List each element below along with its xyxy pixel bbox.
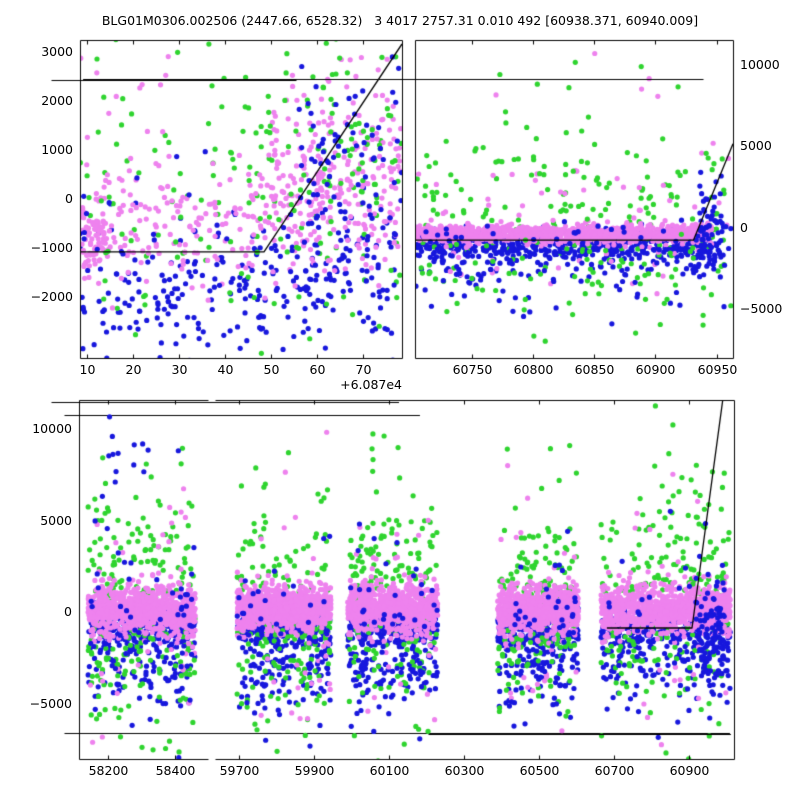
tick-label: 60900: [669, 763, 710, 778]
tick-label: −2000: [30, 288, 73, 304]
tick-label: 60500: [519, 763, 560, 778]
tick-label: 58400: [155, 763, 196, 778]
tick-label: 60: [309, 362, 326, 377]
tick-label: 60950: [697, 362, 738, 377]
tick-label: 50: [263, 362, 280, 377]
tick-label: 5000: [740, 137, 772, 153]
tick-label: +6.087e4: [340, 377, 402, 392]
tick-label: 1000: [41, 141, 73, 157]
tick-label: 2000: [41, 92, 73, 108]
tick-label: −5000: [740, 300, 783, 316]
tick-label: 20: [125, 362, 142, 377]
tick-label: 40: [217, 362, 234, 377]
tick-label: 59700: [219, 763, 260, 778]
tick-label: 60100: [369, 763, 410, 778]
tick-label: 60700: [594, 763, 635, 778]
tick-label: −5000: [29, 695, 72, 711]
tick-label: 0: [740, 219, 748, 235]
tick-label: 60900: [635, 362, 676, 377]
tick-label: 3000: [41, 43, 73, 59]
tick-label: 60300: [444, 763, 485, 778]
tick-label: 60750: [452, 362, 493, 377]
tick-label: 70: [355, 362, 372, 377]
tick-label: 30: [171, 362, 188, 377]
tick-label: 60800: [513, 362, 554, 377]
tick-label: 0: [65, 190, 73, 206]
tick-label: 10000: [740, 56, 780, 72]
figure-title: BLG01M0306.002506 (2447.66, 6528.32) 3 4…: [101, 13, 699, 28]
tick-label: 60850: [574, 362, 615, 377]
tick-label: 10000: [32, 420, 72, 436]
tick-label: 5000: [40, 512, 72, 528]
tick-label: 10: [79, 362, 96, 377]
tick-label: −1000: [30, 239, 73, 255]
tick-label: 59900: [294, 763, 335, 778]
tick-label: 58200: [88, 763, 129, 778]
tick-label: 0: [64, 603, 72, 619]
